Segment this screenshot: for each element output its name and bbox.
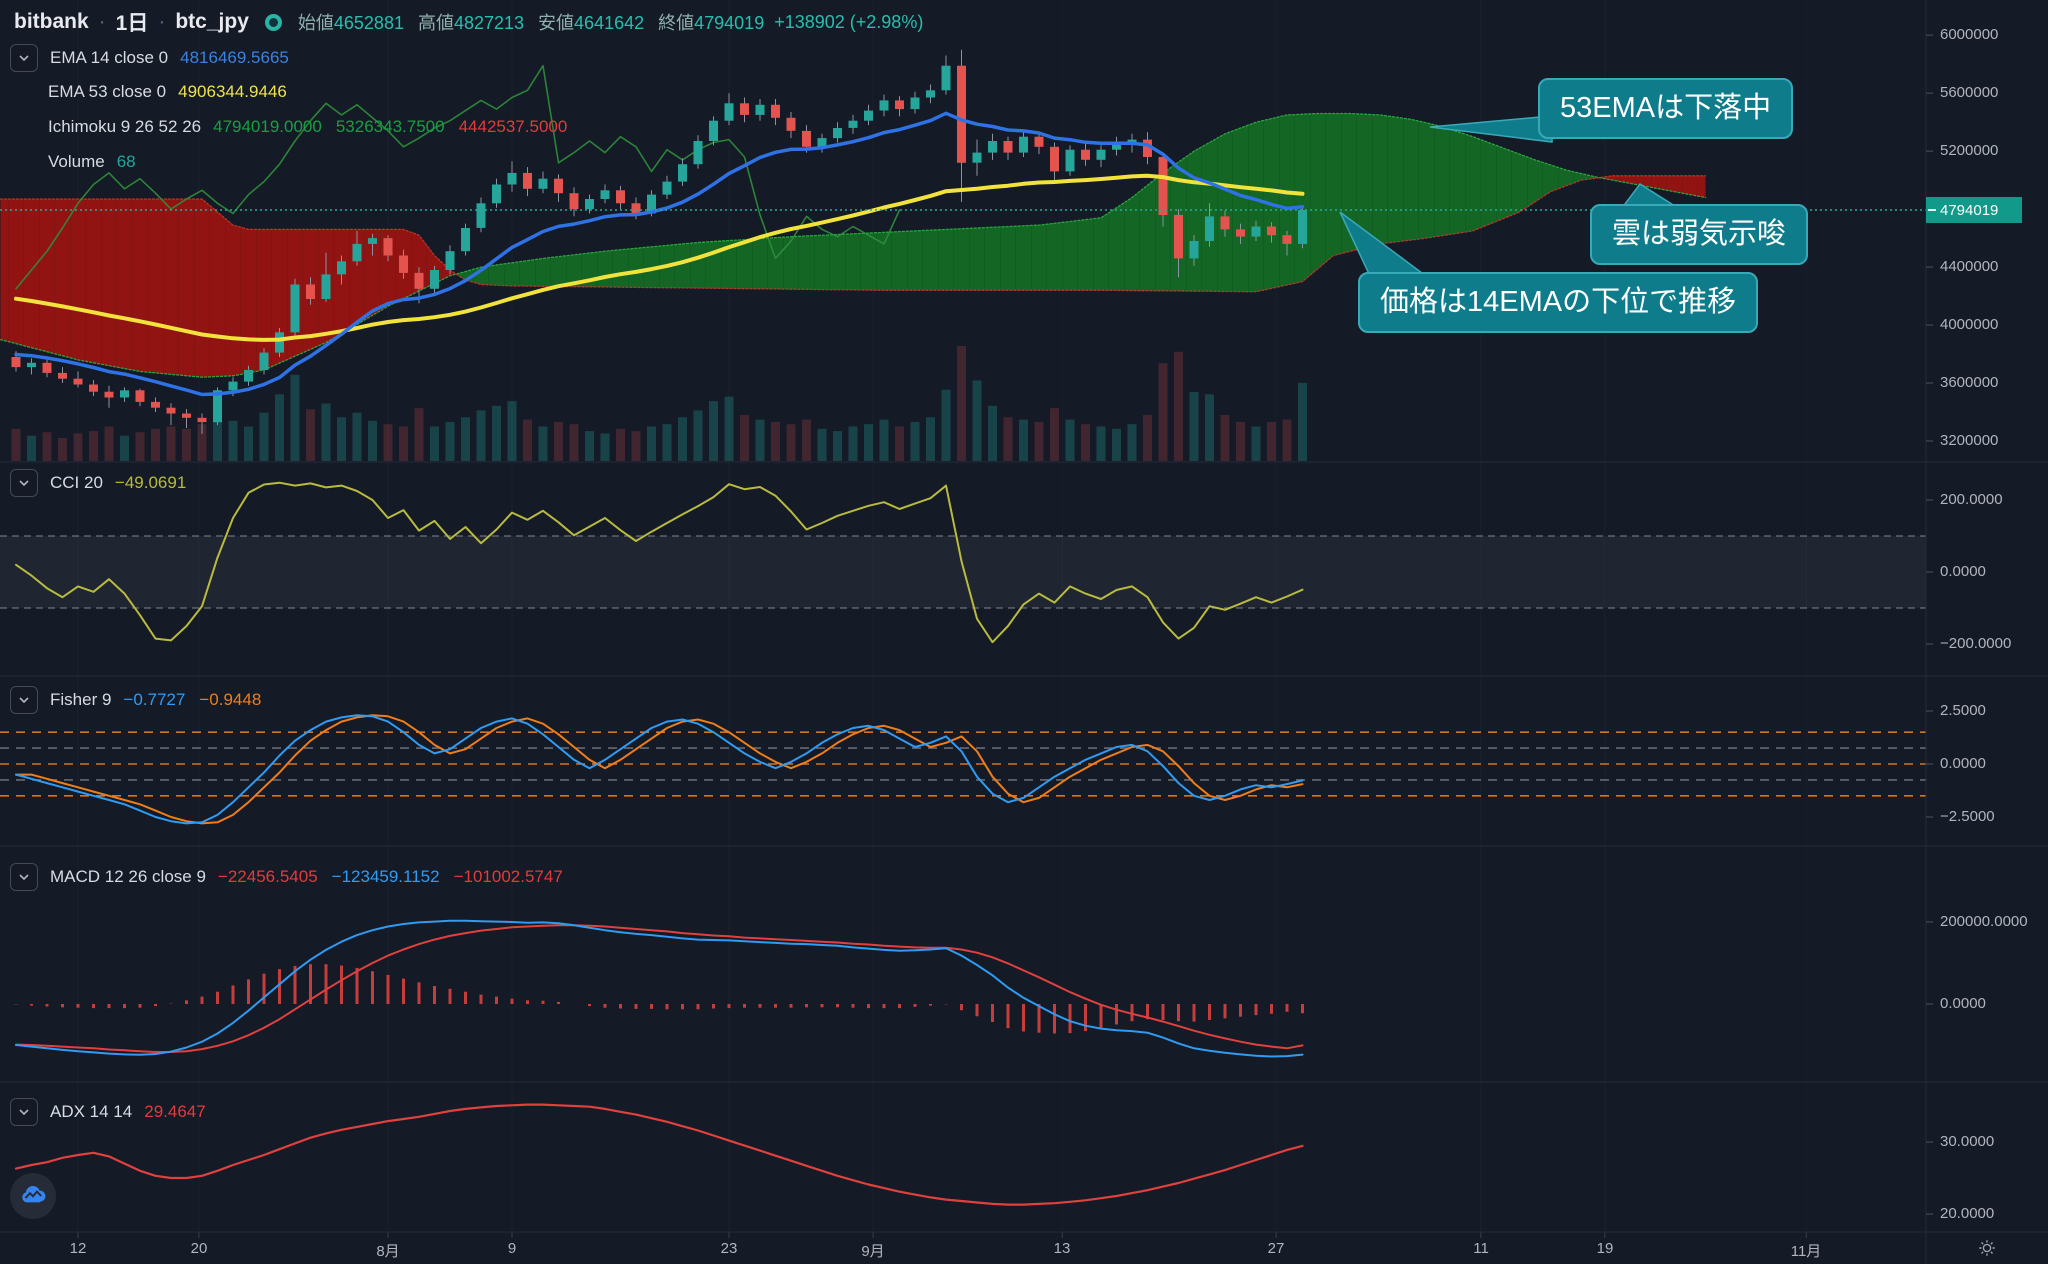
indicator-value: −49.0691 <box>114 473 187 492</box>
axis-label: 6000000 <box>1940 26 1999 43</box>
indicator-label: CCI 20 <box>50 473 103 492</box>
pane-header-macd[interactable]: MACD 12 26 close 9 −22456.5405 −123459.115… <box>10 863 563 891</box>
axis-label: 4000000 <box>1940 316 1999 333</box>
header-separator: · <box>98 10 106 33</box>
chart-header: bitbank · 1日 · btc_jpy 始値4652881 高値482721… <box>14 7 923 37</box>
axis-label: −200.0000 <box>1940 635 2012 652</box>
indicator-value: 4816469.5665 <box>180 48 289 67</box>
collapse-pane-button[interactable] <box>10 44 38 72</box>
axis-label: 5600000 <box>1940 84 1999 101</box>
annotation-callout[interactable]: 価格は14EMAの下位で推移 <box>1358 272 1759 334</box>
time-axis-label: 20 <box>190 1240 208 1257</box>
pane-header-adx[interactable]: ADX 14 14 29.4647 <box>10 1098 206 1126</box>
indicator-value: 5326343.7500 <box>335 117 445 136</box>
indicator-value: −101002.5747 <box>453 867 563 886</box>
annotation-callout[interactable]: 53EMAは下落中 <box>1538 78 1794 140</box>
market-status-icon <box>264 13 282 31</box>
last-price-label: 4794019 <box>1926 197 2022 223</box>
axis-label: 0.0000 <box>1940 563 1986 580</box>
pane-header-fisher[interactable]: Fisher 9 −0.7727 −0.9448 <box>10 686 262 714</box>
axis-label: 2.5000 <box>1940 702 1986 719</box>
axis-label: −2.5000 <box>1940 808 1995 825</box>
legend-row[interactable]: EMA 14 close 0 4816469.5665 <box>10 44 289 72</box>
axis-label: 20.0000 <box>1940 1205 1995 1222</box>
indicator-label: EMA 14 close 0 <box>50 48 169 67</box>
axis-label: 200000.0000 <box>1940 913 2028 930</box>
axis-label: 30.0000 <box>1940 1133 1995 1150</box>
last-price-text: 4794019 <box>1940 201 1999 219</box>
indicator-value: −0.9448 <box>199 690 262 709</box>
time-axis-label: 23 <box>720 1240 738 1257</box>
collapse-pane-button[interactable] <box>10 686 38 714</box>
axis-label: 5200000 <box>1940 142 1999 159</box>
axis-label: 0.0000 <box>1940 755 1986 772</box>
axis-label: 0.0000 <box>1940 995 1986 1012</box>
collapse-pane-button[interactable] <box>10 1098 38 1126</box>
interval-button[interactable]: 1日 <box>115 12 149 35</box>
axis-label: 200.0000 <box>1940 491 2003 508</box>
sun-icon[interactable] <box>1977 1238 1997 1258</box>
ohlc-values: 始値4652881 高値4827213 安値4641642 終値4794019 <box>298 9 764 35</box>
symbol-button[interactable]: btc_jpy <box>175 10 249 33</box>
collapse-pane-button[interactable] <box>10 469 38 497</box>
time-axis-label: 8月 <box>376 1243 400 1260</box>
time-axis-label: 19 <box>1596 1240 1614 1257</box>
mountain-cloud-icon <box>22 1185 46 1203</box>
header-separator: · <box>158 10 166 33</box>
indicator-value: 68 <box>116 152 136 171</box>
indicator-value: 29.4647 <box>144 1102 206 1121</box>
indicator-label: MACD 12 26 close 9 <box>50 867 206 886</box>
pane-header-cci[interactable]: CCI 20 −49.0691 <box>10 469 187 497</box>
indicator-label: ADX 14 14 <box>50 1102 133 1121</box>
indicator-value: −123459.1152 <box>331 867 440 886</box>
change-value: +138902 (+2.98%) <box>774 11 924 32</box>
indicator-label: Fisher 9 <box>50 690 112 709</box>
time-axis-label: 9 <box>507 1240 517 1257</box>
axis-label: 3200000 <box>1940 432 1999 449</box>
indicator-value: 4442537.5000 <box>458 117 568 136</box>
indicator-value: 4794019.0000 <box>213 117 322 136</box>
collapse-pane-button[interactable] <box>10 863 38 891</box>
time-axis-label: 11 <box>1473 1240 1489 1257</box>
time-axis-label: 11月 <box>1790 1243 1822 1260</box>
axis-label: 4400000 <box>1940 258 1999 275</box>
indicator-value: 4906344.9446 <box>178 82 287 101</box>
ohlc-pair: 高値4827213 <box>417 13 525 33</box>
indicator-value: −22456.5405 <box>217 867 318 886</box>
legend-row[interactable]: EMA 53 close 0 4906344.9446 <box>10 79 287 105</box>
time-axis-label: 27 <box>1267 1240 1285 1257</box>
ohlc-pair: 終値4794019 <box>658 13 765 33</box>
legend-row[interactable]: Ichimoku 9 26 52 26 4794019.0000 5326343.7… <box>10 114 567 140</box>
time-axis-label: 13 <box>1053 1240 1071 1257</box>
exchange-name: bitbank <box>14 10 89 33</box>
ohlc-pair: 始値4652881 <box>297 13 404 33</box>
legend-row[interactable]: Volume 68 <box>10 149 136 175</box>
exchange-logo <box>10 1173 56 1219</box>
annotation-callout[interactable]: 雲は弱気示唆 <box>1590 204 1809 266</box>
time-axis-label: 12 <box>69 1240 87 1257</box>
time-axis-label: 9月 <box>861 1243 885 1260</box>
indicator-label: EMA 53 close 0 <box>48 82 167 101</box>
indicator-value: −0.7727 <box>123 690 186 709</box>
indicator-label: Volume <box>48 152 105 171</box>
indicator-label: Ichimoku 9 26 52 26 <box>48 117 202 136</box>
ohlc-pair: 安値4641642 <box>538 13 645 33</box>
axis-label: 3600000 <box>1940 374 1999 391</box>
